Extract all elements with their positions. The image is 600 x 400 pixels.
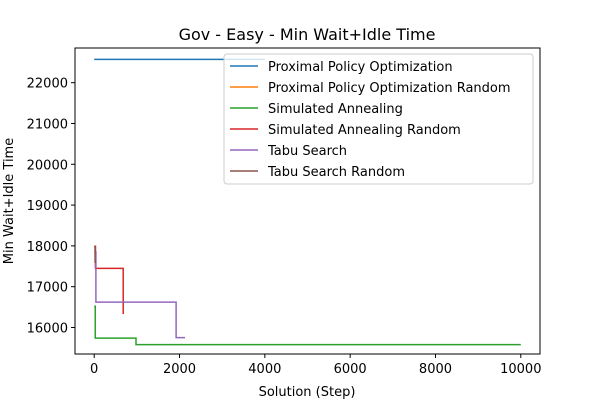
x-tick-label: 4000	[248, 362, 281, 377]
legend-entry-label: Proximal Policy Optimization	[268, 60, 453, 75]
y-tick-label: 19000	[27, 199, 68, 214]
y-axis-label: Min Wait+Idle Time	[2, 138, 17, 264]
y-tick-label: 22000	[27, 77, 68, 92]
series-line-4	[94, 251, 186, 339]
chart-title: Gov - Easy - Min Wait+Idle Time	[179, 25, 436, 44]
series-line-5	[94, 245, 96, 263]
legend-entry-label: Tabu Search	[267, 144, 347, 159]
y-axis: 16000 17000 18000 19000 20000 21000 22000	[27, 77, 75, 336]
legend-box	[223, 53, 534, 185]
x-tick-label: 10000	[500, 362, 541, 377]
legend-entry-label: Simulated Annealing Random	[268, 123, 461, 138]
x-tick-label: 6000	[334, 362, 367, 377]
y-tick-label: 16000	[27, 321, 68, 336]
legend-entry-label: Tabu Search Random	[267, 165, 405, 180]
legend: Proximal Policy Optimization Proximal Pol…	[223, 53, 534, 185]
legend-entry-label: Proximal Policy Optimization Random	[268, 81, 511, 96]
series-line-3	[94, 245, 124, 315]
y-tick-label: 18000	[27, 240, 68, 255]
x-axis: 0 2000 4000 6000 8000 10000	[90, 354, 541, 377]
y-tick-label: 17000	[27, 281, 68, 296]
y-tick-label: 20000	[27, 158, 68, 173]
plot-area-frame	[74, 47, 541, 355]
y-tick-label: 21000	[27, 117, 68, 132]
x-tick-label: 0	[90, 362, 98, 377]
x-tick-label: 2000	[163, 362, 196, 377]
x-axis-label: Solution (Step)	[259, 385, 356, 400]
x-tick-label: 8000	[419, 362, 452, 377]
legend-entry-label: Simulated Annealing	[268, 102, 403, 117]
series-line-2	[94, 305, 521, 346]
